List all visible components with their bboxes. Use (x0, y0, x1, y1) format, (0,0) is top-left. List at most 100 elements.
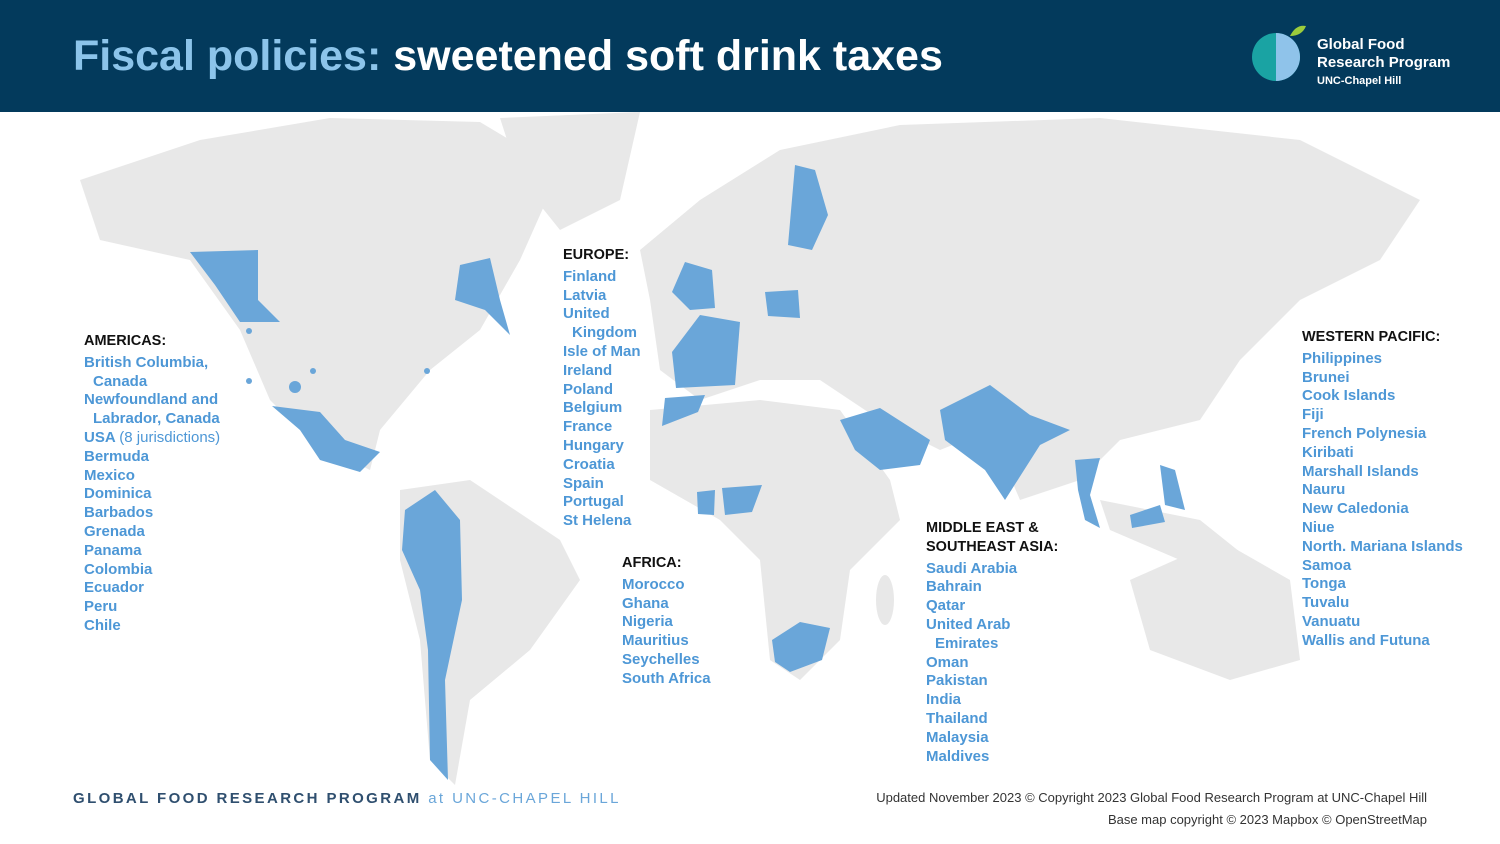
region-item: Grenada (84, 522, 145, 540)
region-item: Mauritius (622, 632, 689, 650)
region-item: Oman (926, 653, 969, 671)
region-item: Brunei (1302, 368, 1350, 386)
region-item: Spain (563, 474, 604, 492)
region-item: North. Mariana Islands (1302, 537, 1463, 555)
region-item: Saudi Arabia (926, 559, 1018, 577)
region-item: Fiji (1302, 406, 1324, 424)
region-heading: WESTERN PACIFIC: (1302, 329, 1441, 345)
taxed-area (662, 395, 705, 426)
region-item: Barbados (84, 504, 154, 522)
region-item: Tuvalu (1302, 594, 1350, 612)
taxed-area (840, 408, 930, 470)
land (1130, 540, 1300, 680)
region: AMERICAS: British Columbia, Canada Newfoun… (84, 332, 234, 636)
region-item: Latvia (563, 286, 607, 304)
region-item: Philippines (1302, 349, 1383, 367)
region-item: Dominica (84, 485, 152, 503)
region-item: French Polynesia (1302, 424, 1427, 442)
land (1100, 500, 1250, 560)
logo-icon (1252, 25, 1306, 81)
region-heading: AMERICAS: (84, 333, 167, 349)
region-item: United Kingdom (563, 305, 637, 342)
region-item: Chile (84, 616, 121, 634)
region-item: Ireland (563, 361, 613, 379)
region: MIDDLE EAST & SOUTHEAST ASIA: Saudi Arabi… (926, 519, 1076, 766)
region-item: France (563, 418, 613, 436)
taxed-area (672, 315, 740, 388)
region-item: South Africa (622, 669, 711, 687)
region-item: Mexico (84, 466, 135, 484)
footer-updated: Updated November 2023 © Copyright 2023 G… (876, 790, 1427, 805)
title-lead: Fiscal policies: (73, 32, 382, 80)
region-item: Peru (84, 598, 118, 616)
region-item: Malaysia (926, 728, 989, 746)
region: AFRICA: Morocco Ghana Nigeria Mauritius Seych… (622, 554, 782, 689)
region-item: India (926, 691, 962, 709)
region-item: Nigeria (622, 613, 673, 631)
taxed-area (772, 622, 830, 672)
taxed-area (246, 328, 252, 334)
region-item: Croatia (563, 455, 615, 473)
region-item: Hungary (563, 436, 624, 454)
region-item: Belgium (563, 399, 623, 417)
footer-at: at (428, 790, 446, 807)
taxed-area (190, 250, 280, 322)
taxed-area (455, 258, 510, 335)
taxed-area (1160, 465, 1185, 510)
taxed-area (672, 262, 715, 310)
region-item: New Caledonia (1302, 500, 1409, 518)
region-item: Thailand (926, 709, 988, 727)
region-item: United Arab Emirates (926, 615, 1011, 652)
region-heading: AFRICA: (622, 555, 682, 571)
taxed-area (765, 290, 800, 318)
land (640, 118, 1420, 500)
region-item: British Columbia, Canada (84, 353, 209, 390)
region-heading: MIDDLE EAST & SOUTHEAST ASIA: (926, 520, 1059, 555)
region-item: Panama (84, 541, 142, 559)
region-item: Ghana (622, 594, 669, 612)
title-rest: sweetened soft drink taxes (393, 32, 943, 80)
region-item: Marshall Islands (1302, 462, 1419, 480)
footer-basemap: Base map copyright © 2023 Mapbox © OpenS… (1107, 812, 1427, 827)
region-item: Morocco (622, 575, 685, 593)
region-item: Qatar (926, 597, 966, 615)
land (80, 118, 560, 470)
region-item: Maldives (926, 747, 990, 765)
taxed-area (424, 368, 430, 374)
item-note: (8 jurisdictions) (119, 428, 221, 446)
logo-line: Research Program (1317, 54, 1451, 71)
region-item: Bahrain (926, 578, 982, 596)
region-item: Nauru (1302, 481, 1346, 499)
taxed-area (1075, 458, 1100, 528)
taxed-area (272, 406, 380, 472)
region-item: Samoa (1302, 556, 1352, 574)
taxed-area (310, 368, 316, 374)
region-item: Tonga (1302, 575, 1346, 593)
region-item: Kiribati (1302, 443, 1354, 461)
footer-org: GLOBAL FOOD RESEARCH PROGRAM at UNC-CHAP… (73, 790, 621, 807)
region-item: Poland (563, 380, 614, 398)
region-item: USA (8 jurisdictions) (84, 429, 234, 448)
region-item: Seychelles (622, 650, 700, 668)
footer-org-name: GLOBAL FOOD RESEARCH PROGRAM (73, 790, 422, 807)
region-item: Newfoundland and Labrador, Canada (84, 391, 220, 428)
taxed-area (788, 165, 828, 250)
logo-line: UNC-Chapel Hill (1317, 75, 1402, 87)
region-item: Cook Islands (1302, 387, 1396, 405)
region-item: Ecuador (84, 579, 145, 597)
land (876, 575, 894, 625)
land (500, 112, 640, 230)
region-item: Pakistan (926, 672, 988, 690)
footer-place: UNC-CHAPEL HILL (452, 790, 621, 807)
taxed-area (402, 490, 462, 780)
region-item: Colombia (84, 560, 153, 578)
region-item: Portugal (563, 493, 624, 511)
taxed-area (1130, 505, 1165, 528)
region-item: Bermuda (84, 447, 150, 465)
region-item: Finland (563, 267, 617, 285)
item-name: USA (84, 428, 116, 446)
taxed-area (940, 385, 1070, 500)
region: WESTERN PACIFIC: Philippines Brunei Cook Is… (1302, 328, 1500, 651)
